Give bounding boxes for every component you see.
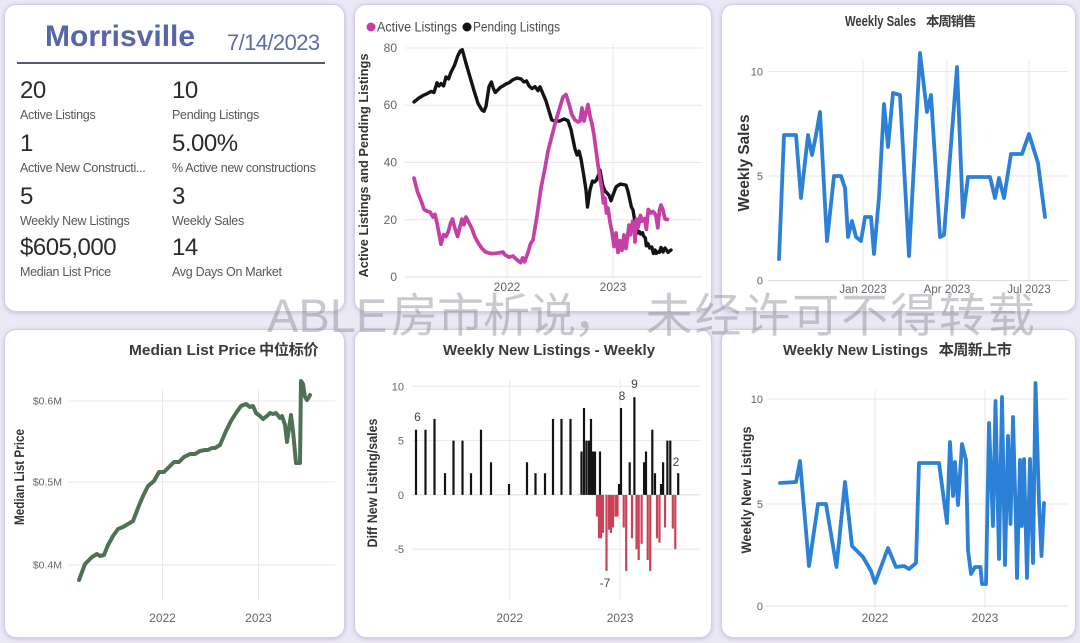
svg-text:0: 0 <box>757 601 763 613</box>
svg-text:Jan 2023: Jan 2023 <box>839 284 886 296</box>
svg-text:Diff New Listing/sales: Diff New Listing/sales <box>365 419 380 548</box>
svg-text:2022: 2022 <box>862 611 889 625</box>
svg-text:5: 5 <box>757 499 763 511</box>
svg-text:$0.6M: $0.6M <box>33 396 62 408</box>
svg-text:2: 2 <box>673 455 680 469</box>
svg-text:2022: 2022 <box>149 611 176 625</box>
svg-text:2023: 2023 <box>600 280 627 294</box>
svg-text:8: 8 <box>619 389 626 403</box>
svg-text:Weekly New Listings: Weekly New Listings <box>783 342 928 359</box>
svg-text:2022: 2022 <box>494 280 521 294</box>
svg-text:5: 5 <box>398 436 404 448</box>
svg-text:Jul 2023: Jul 2023 <box>1007 284 1050 296</box>
svg-text:Active Listings and Pending Li: Active Listings and Pending Listings <box>357 53 371 277</box>
svg-text:Median List Price: Median List Price <box>129 342 256 359</box>
svg-text:9: 9 <box>631 377 638 391</box>
svg-text:2022: 2022 <box>496 611 523 625</box>
svg-text:2023: 2023 <box>972 611 999 625</box>
svg-text:-7: -7 <box>600 576 611 590</box>
svg-text:Apr 2023: Apr 2023 <box>924 284 971 296</box>
svg-text:10: 10 <box>392 381 404 393</box>
svg-text:Active Listings: Active Listings <box>377 20 457 35</box>
svg-text:0: 0 <box>757 276 763 288</box>
svg-text:0: 0 <box>398 490 404 502</box>
svg-text:10: 10 <box>751 394 763 406</box>
svg-text:0: 0 <box>390 270 397 284</box>
svg-text:2023: 2023 <box>245 611 272 625</box>
svg-text:80: 80 <box>384 41 398 55</box>
svg-text:-5: -5 <box>394 544 404 556</box>
svg-text:Weekly Sales: Weekly Sales <box>845 14 916 30</box>
svg-text:20: 20 <box>384 213 398 227</box>
svg-text:5: 5 <box>757 171 763 183</box>
svg-text:Weekly Sales: Weekly Sales <box>736 115 753 212</box>
svg-text:Median List Price: Median List Price <box>12 429 27 525</box>
svg-text:$0.4M: $0.4M <box>33 560 62 572</box>
svg-text:10: 10 <box>751 67 763 79</box>
svg-text:$0.5M: $0.5M <box>33 477 62 489</box>
svg-text:60: 60 <box>384 98 398 112</box>
svg-text:40: 40 <box>384 156 398 170</box>
svg-text:Pending Listings: Pending Listings <box>473 20 560 35</box>
svg-text:6: 6 <box>414 410 421 424</box>
svg-text:2023: 2023 <box>607 611 634 625</box>
svg-text:Weekly New Listings - Weekly: Weekly New Listings - Weekly <box>443 342 656 359</box>
svg-text:Weekly New Listings: Weekly New Listings <box>739 427 754 554</box>
